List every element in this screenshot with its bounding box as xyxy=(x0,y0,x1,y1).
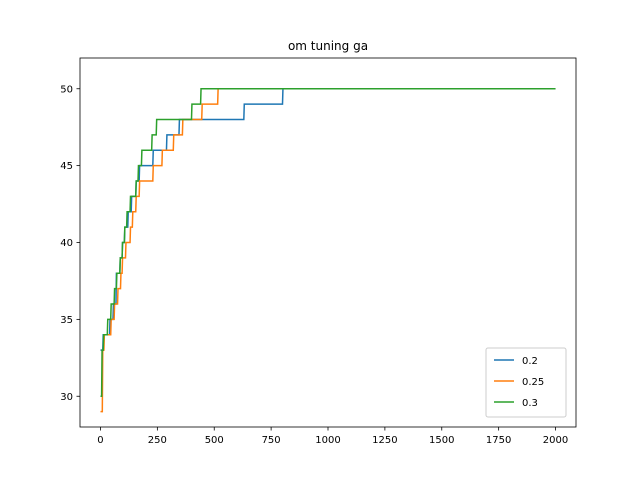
series-lines xyxy=(100,88,556,413)
y-tick-label: 30 xyxy=(60,392,73,403)
x-tick-label: 1500 xyxy=(429,435,454,446)
x-tick-label: 750 xyxy=(262,435,281,446)
legend: 0.2 0.25 0.3 xyxy=(485,347,567,418)
legend-label-0.25: 0.25 xyxy=(522,377,544,388)
legend-label-0.2: 0.2 xyxy=(522,356,538,367)
x-tick-label: 2000 xyxy=(543,435,568,446)
x-tick-label: 1000 xyxy=(315,435,340,446)
x-tick-label: 250 xyxy=(148,435,167,446)
chart-title: om tuning ga xyxy=(288,39,368,53)
x-tick-label: 1750 xyxy=(486,435,511,446)
y-tick-label: 35 xyxy=(60,315,73,326)
plot-area: 0 250 500 750 1000 1250 1500 1750 2000 30 35 40 45 50… xyxy=(60,57,577,446)
x-tick-label: 500 xyxy=(205,435,224,446)
y-tick-label: 45 xyxy=(60,161,73,172)
x-tick-label: 1250 xyxy=(372,435,397,446)
series-line-0.25 xyxy=(100,88,556,413)
series-line-0.3 xyxy=(100,88,556,397)
y-tick-label: 40 xyxy=(60,238,73,249)
legend-box xyxy=(485,347,567,418)
y-tick-label: 50 xyxy=(60,84,73,95)
legend-label-0.3: 0.3 xyxy=(522,398,538,409)
x-tick-label: 0 xyxy=(97,435,103,446)
